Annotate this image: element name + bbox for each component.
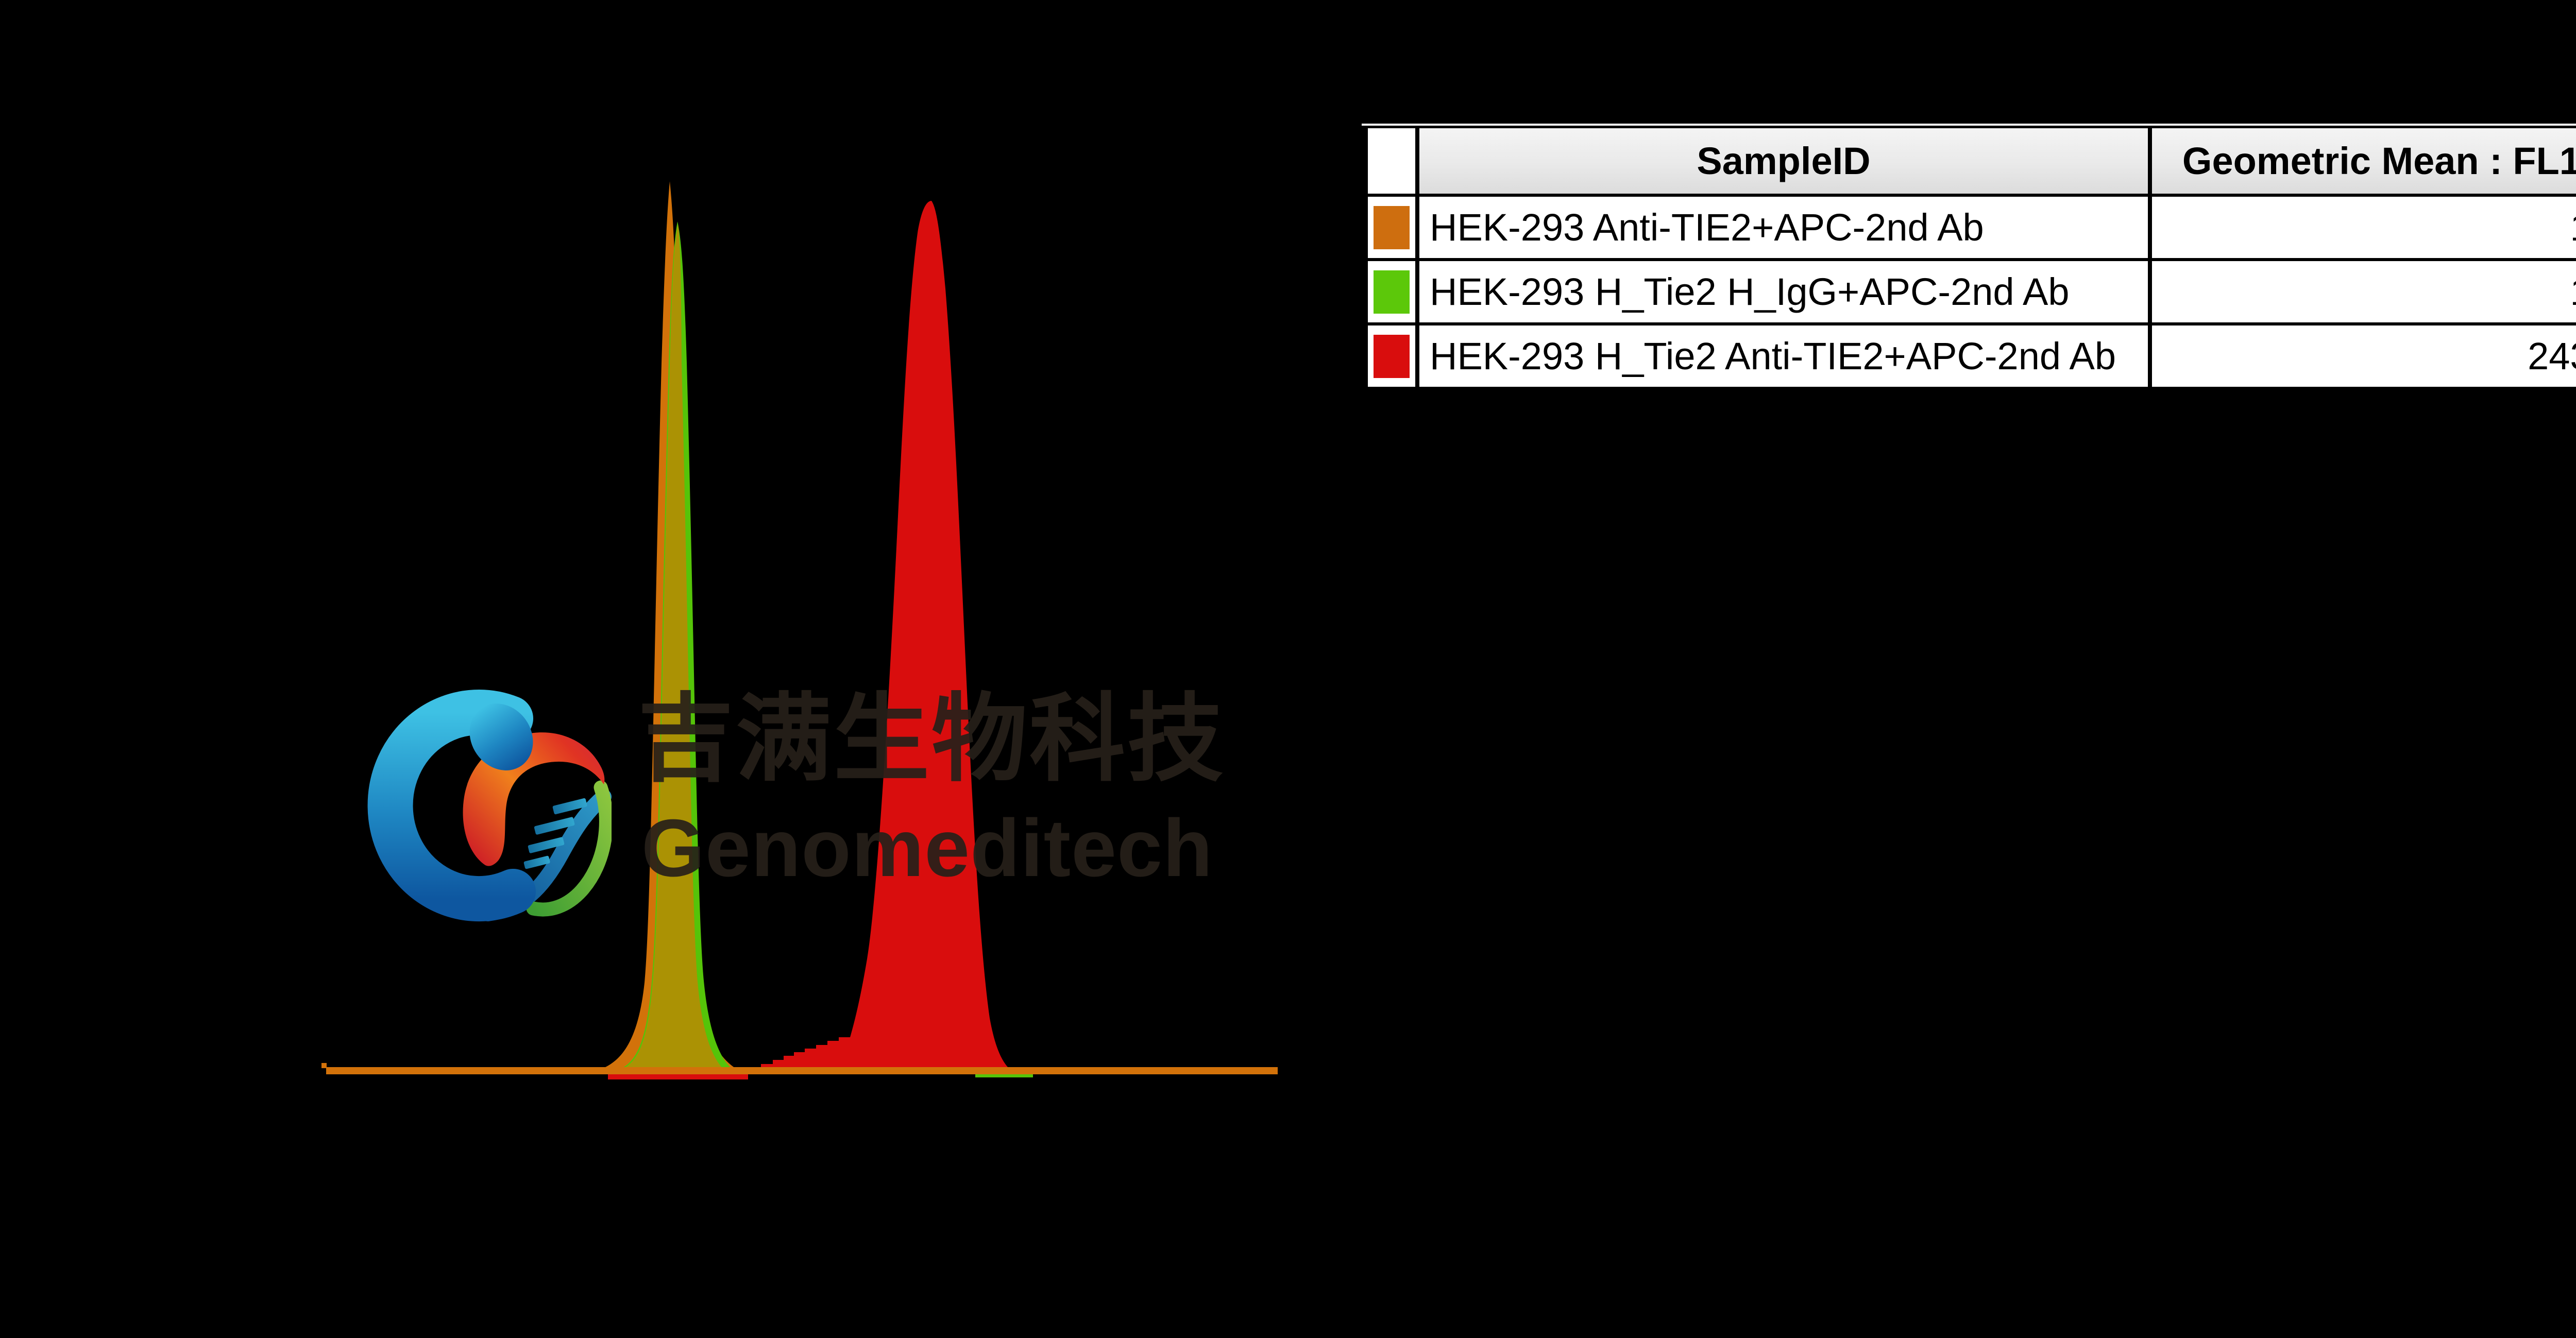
table-row[interactable]: HEK-293 H_Tie2 Anti-TIE2+APC-2nd Ab 2439… <box>1368 325 2576 387</box>
watermark-cjk-text: 吉满生物科技 <box>638 683 1226 795</box>
green-series-swatch <box>1374 270 1410 314</box>
swatch-cell <box>1368 261 1415 322</box>
red-series-swatch <box>1374 334 1410 378</box>
overlap-blend-core <box>619 225 724 1070</box>
swatch-cell <box>1368 197 1415 258</box>
geo-mean-cell: 243964 <box>2152 325 2576 387</box>
table-row[interactable]: HEK-293 H_Tie2 H_IgG+APC-2nd Ab 1474 <box>1368 261 2576 322</box>
table-row[interactable]: HEK-293 Anti-TIE2+APC-2nd Ab 1367 <box>1368 197 2576 258</box>
watermark-latin-text: Genomeditech <box>641 803 1213 894</box>
geo-mean-cell: 1367 <box>2152 197 2576 258</box>
geo-mean-cell: 1474 <box>2152 261 2576 322</box>
orange-series-swatch <box>1374 205 1410 249</box>
table-top-highlight <box>1362 124 2576 126</box>
results-table: SampleID Geometric Mean : FL11-H HEK-293… <box>1362 126 2576 391</box>
logo-green-leaf <box>526 780 612 917</box>
logo-blue-swirl <box>367 690 536 921</box>
swatch-cell <box>1368 325 1415 387</box>
table-header-row: SampleID Geometric Mean : FL11-H <box>1368 128 2576 194</box>
logo-blue-blob <box>469 704 533 770</box>
header-geometric-mean: Geometric Mean : FL11-H <box>2152 128 2576 194</box>
baseline-axis <box>326 1067 1278 1074</box>
sample-id-cell: HEK-293 H_Tie2 Anti-TIE2+APC-2nd Ab <box>1419 325 2148 387</box>
red-series-peak <box>761 201 1011 1070</box>
sample-id-cell: HEK-293 Anti-TIE2+APC-2nd Ab <box>1419 197 2148 258</box>
header-swatch-cell <box>1368 128 1415 194</box>
header-sample-id: SampleID <box>1419 128 2148 194</box>
sample-id-cell: HEK-293 H_Tie2 H_IgG+APC-2nd Ab <box>1419 261 2148 322</box>
baseline-left-tick <box>321 1063 327 1068</box>
genomeditech-logo <box>367 690 612 921</box>
logo-dna-rungs <box>523 798 587 869</box>
